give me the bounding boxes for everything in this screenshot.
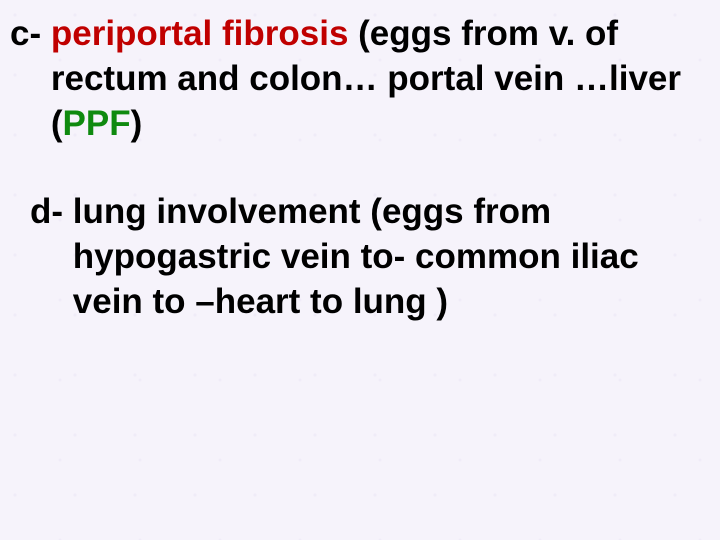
bullet-item-d: d- lung involvement (eggs from hypogastr… xyxy=(8,190,712,324)
text-c-part3: ) xyxy=(131,104,143,143)
bullet-body-d: lung involvement (eggs from hypogastric … xyxy=(73,190,712,324)
bullet-body-c: periportal fibrosis (eggs from v. of rec… xyxy=(51,12,712,146)
bullet-label-d: d- xyxy=(8,190,73,235)
bullet-label-c: c- xyxy=(8,12,51,57)
text-periportal-fibrosis: periportal fibrosis xyxy=(51,14,349,53)
text-ppf: PPF xyxy=(63,104,131,143)
bullet-item-c: c- periportal fibrosis (eggs from v. of … xyxy=(8,12,712,146)
slide: c- periportal fibrosis (eggs from v. of … xyxy=(0,0,720,540)
